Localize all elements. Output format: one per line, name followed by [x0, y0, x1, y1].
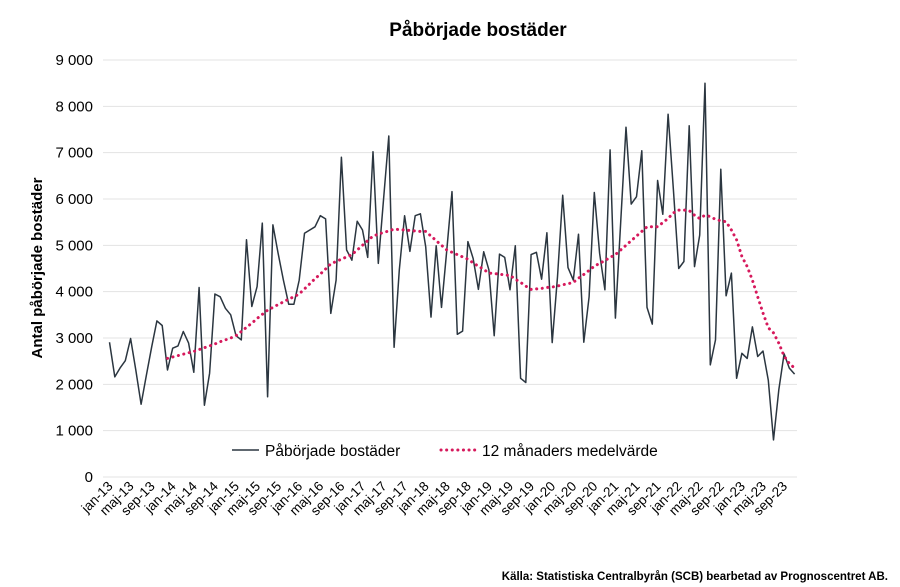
legend: Påbörjade bostäder 12 månaders medelvärd… — [232, 443, 658, 460]
y-tick-label: 3 000 — [55, 330, 93, 347]
y-axis-label: Antal påbörjade bostäder — [29, 177, 46, 358]
gridlines — [103, 59, 797, 478]
y-tick-label: 4 000 — [55, 284, 93, 301]
y-tick-label: 1 000 — [55, 423, 93, 440]
y-axis-ticks: 0 1 000 2 000 3 000 4 000 5 000 6 000 7 000 8 00… — [55, 52, 93, 486]
y-tick-label: 6 000 — [55, 191, 93, 208]
series-line-average — [166, 208, 797, 370]
series-line-starts — [108, 82, 796, 441]
legend-label-starts: Påbörjade bostäder — [265, 443, 400, 460]
y-tick-label: 5 000 — [55, 237, 93, 254]
legend-label-average: 12 månaders medelvärde — [482, 443, 658, 460]
y-tick-label: 7 000 — [55, 145, 93, 162]
y-tick-label: 0 — [85, 469, 93, 486]
y-tick-label: 8 000 — [55, 98, 93, 115]
chart-title: Påbörjade bostäder — [389, 20, 567, 41]
y-tick-label: 2 000 — [55, 376, 93, 393]
source-note: Källa: Statistiska Centralbyrån (SCB) be… — [502, 571, 888, 583]
series-points — [109, 83, 794, 440]
y-tick-label: 9 000 — [55, 52, 93, 69]
series-group — [108, 82, 797, 441]
x-axis-ticks: jan-13maj-13sep-13jan-14maj-14sep-14jan-… — [78, 478, 790, 518]
